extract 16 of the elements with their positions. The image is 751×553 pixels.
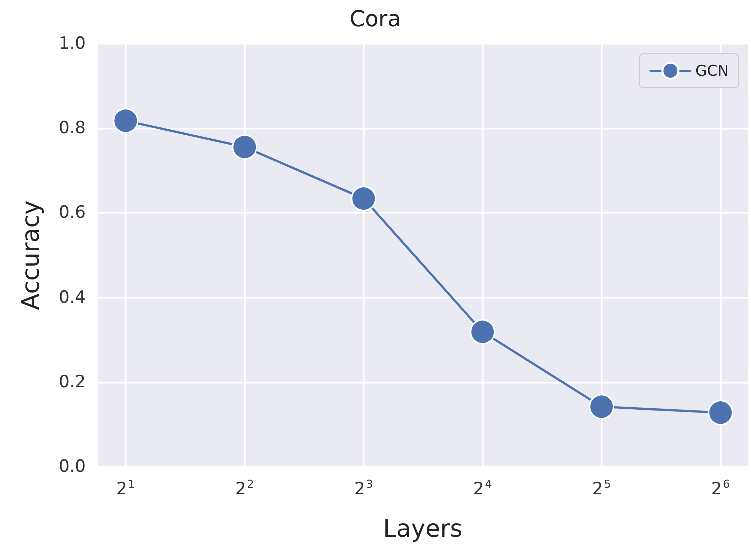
legend-label: GCN xyxy=(696,62,730,80)
y-tick-label: 0.6 xyxy=(58,203,86,224)
y-tick-label: 0.2 xyxy=(58,372,86,392)
y-tick-label: 0.4 xyxy=(58,288,86,308)
y-axis-title: Accuracy xyxy=(17,200,45,310)
chart-title: Cora xyxy=(350,8,402,32)
x-axis-title: Layers xyxy=(383,515,463,543)
point xyxy=(470,319,496,345)
y-tick-label: 1.0 xyxy=(58,34,86,54)
point xyxy=(708,400,734,426)
y-tick-label: 0.8 xyxy=(58,118,86,139)
point xyxy=(113,108,139,134)
y-tick-label: 0.0 xyxy=(58,457,86,477)
point xyxy=(351,186,377,212)
point xyxy=(232,134,258,160)
point xyxy=(589,394,615,420)
